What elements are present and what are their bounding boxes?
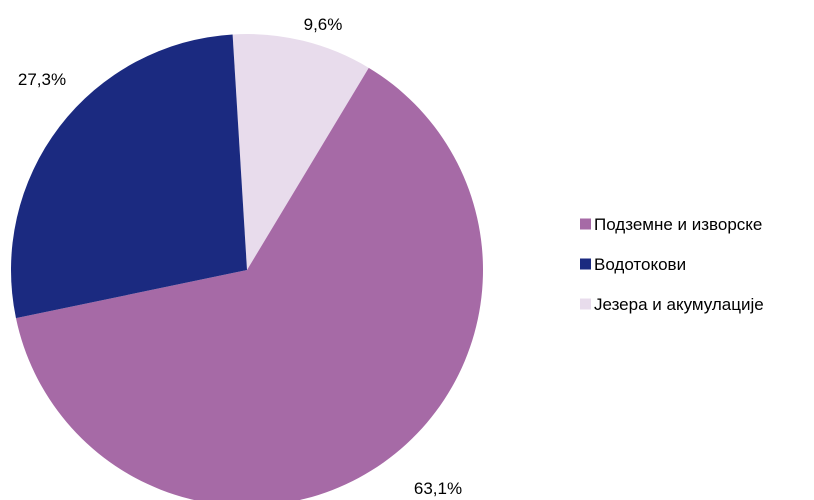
pie-slices: [10, 34, 483, 500]
pie-slice-3: [232, 34, 369, 270]
data-labels: 63,1% 27,3% 9,6%: [18, 15, 462, 498]
data-label-2: 27,3%: [18, 70, 66, 89]
pie-slice-1: [15, 67, 483, 500]
data-label-3: 9,6%: [304, 15, 343, 34]
pie-slice-2: [10, 34, 248, 319]
legend-label-1: Подземне и изворске: [594, 215, 762, 234]
legend: Подземне и изворске Водотокови Језера и ак…: [580, 215, 764, 314]
legend-swatch-3: [580, 298, 591, 310]
legend-swatch-1: [580, 218, 591, 230]
legend-swatch-2: [580, 258, 591, 270]
data-label-1: 63,1%: [414, 479, 462, 498]
legend-label-3: Језера и акумулације: [594, 295, 764, 314]
legend-label-2: Водотокови: [594, 255, 686, 274]
